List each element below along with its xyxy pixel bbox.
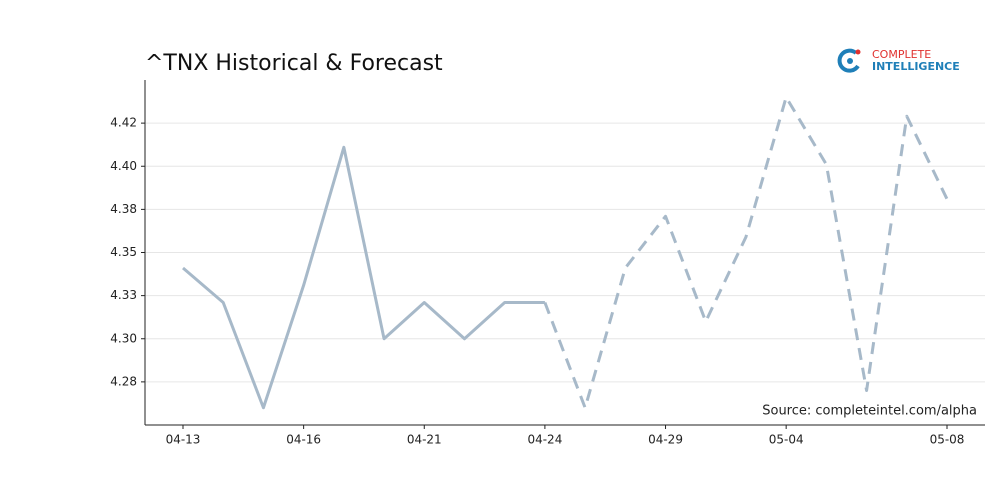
y-tick-label: 4.38: [110, 202, 137, 216]
x-tick-label: 05-04: [769, 433, 804, 447]
logo: COMPLETE INTELLIGENCE: [837, 48, 960, 73]
y-tick-label: 4.28: [110, 374, 137, 388]
y-tick-label: 4.40: [110, 159, 137, 173]
logo-text: INTELLIGENCE: [872, 60, 960, 73]
logo-dot: [847, 58, 853, 64]
x-tick-label: 04-29: [648, 433, 683, 447]
logo-icon: [837, 48, 860, 73]
x-tick-label: 05-08: [930, 433, 965, 447]
data-line: [182, 145, 545, 410]
y-tick-label: 4.35: [110, 245, 137, 259]
x-tick-label: 04-24: [527, 433, 562, 447]
source-note: Source: completeintel.com/alpha: [762, 404, 977, 419]
data-line: [543, 95, 949, 410]
x-tick-label: 04-16: [286, 433, 321, 447]
x-tick-label: 04-21: [407, 433, 442, 447]
logo-text: COMPLETE: [872, 48, 931, 61]
x-tick-label: 04-13: [166, 433, 201, 447]
chart-title: ^TNX Historical & Forecast: [145, 51, 443, 76]
y-tick-label: 4.33: [110, 288, 137, 302]
y-tick-label: 4.42: [110, 116, 137, 130]
logo-dot: [855, 49, 861, 55]
y-tick-label: 4.30: [110, 331, 137, 345]
